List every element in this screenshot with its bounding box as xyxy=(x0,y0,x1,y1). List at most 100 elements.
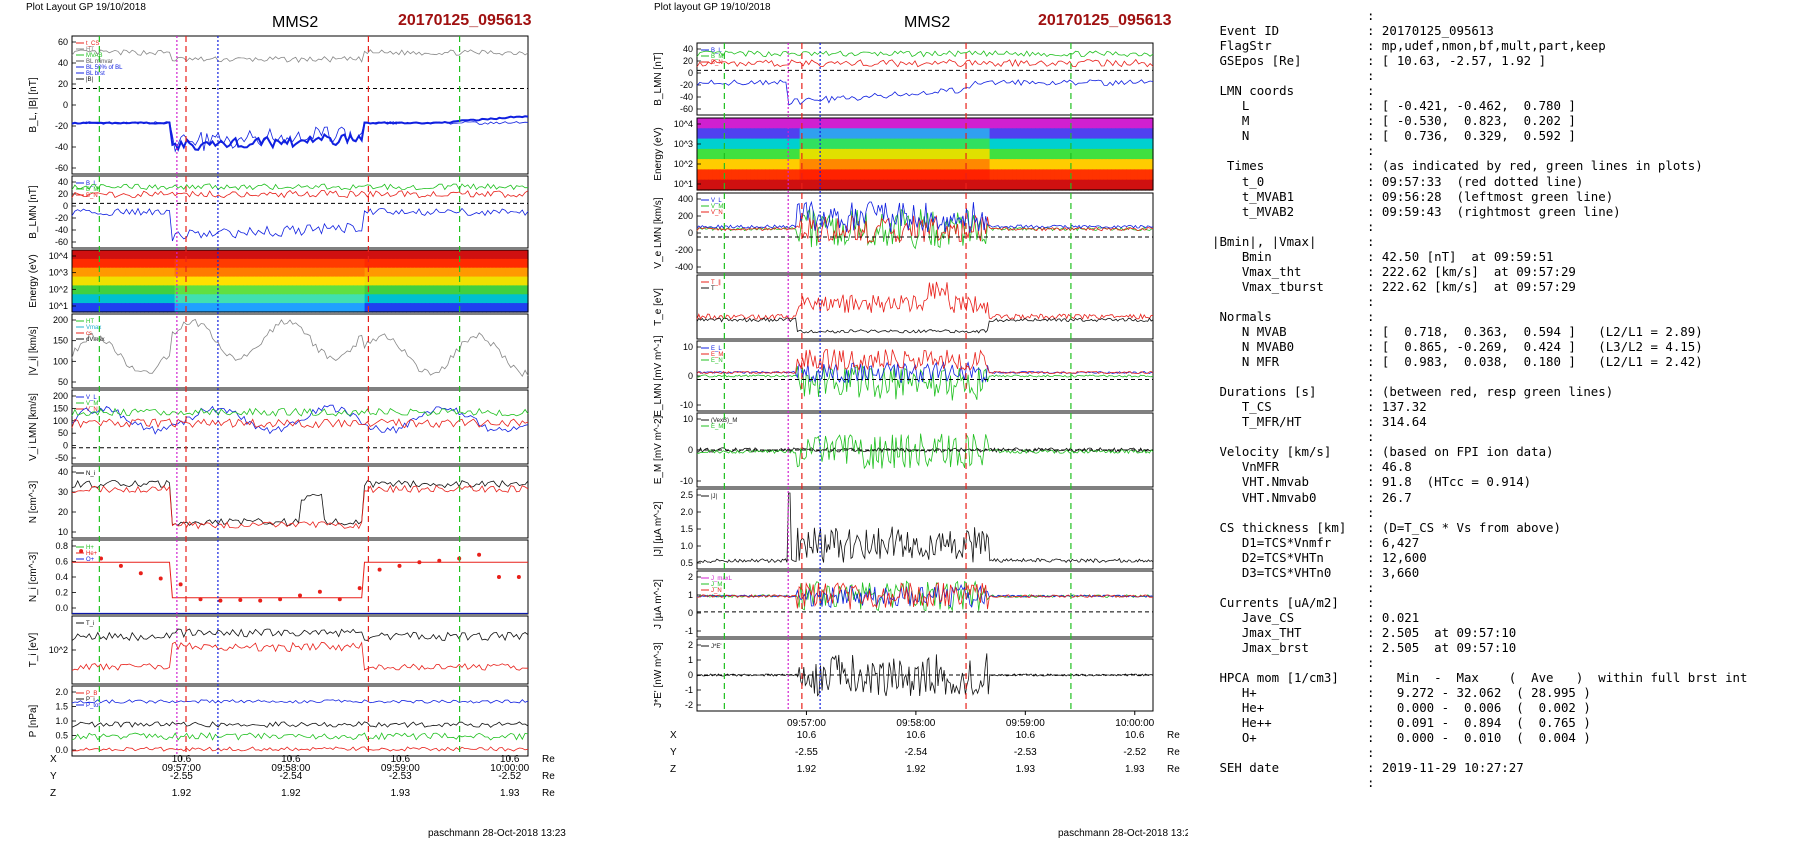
left-spectrogram-cell xyxy=(414,250,419,260)
left-spectrogram-cell xyxy=(106,258,111,269)
middle-spectrogram-cell xyxy=(719,148,725,160)
left-hpca-point xyxy=(337,597,342,602)
info-row: VHT.Nmvab: 91.8 (HTcc = 0.914) xyxy=(1212,474,1802,489)
middle-spectrogram-cell xyxy=(887,118,892,129)
info-value: : 6,427 xyxy=(1367,534,1420,550)
middle-spectrogram-cell xyxy=(997,159,1002,170)
middle-spectrogram-cell xyxy=(985,118,991,129)
left-spectrogram-cell xyxy=(490,285,495,295)
left-spectrogram-cell xyxy=(395,267,400,278)
left-spectrogram-cell xyxy=(474,294,480,304)
left-spectrogram-cell xyxy=(182,294,187,304)
middle-spectrogram-cell xyxy=(814,159,820,170)
middle-spectrogram-cell xyxy=(1115,148,1120,160)
info-value: : [ 0.736, 0.329, 0.592 ] xyxy=(1367,128,1576,144)
left-spectrogram-cell xyxy=(425,250,430,260)
middle-spectrogram-cell xyxy=(951,128,956,140)
left-spectrogram-cell xyxy=(459,250,464,260)
middle-spectrogram-cell xyxy=(913,179,918,191)
left-spectrogram-cell xyxy=(125,267,130,278)
middle-spectrogram-cell xyxy=(845,179,850,191)
middle-spectrogram-cell xyxy=(868,118,873,129)
middle-ephemeris-unit: Re xyxy=(1167,764,1180,775)
middle-spectrogram-cell xyxy=(814,128,820,140)
middle-spectrogram-cell xyxy=(936,138,941,150)
left-spectrogram-cell xyxy=(159,303,164,313)
left-panel-frame-5 xyxy=(71,465,529,539)
middle-spectrogram-cell xyxy=(871,159,877,170)
middle-spectrogram-cell xyxy=(982,128,987,140)
middle-panel-3: T_e [eV]T_∥T xyxy=(653,274,1154,340)
middle-spectrogram-cell xyxy=(1126,179,1131,191)
left-spectrogram-cell xyxy=(155,258,160,269)
left-spectrogram-cell xyxy=(102,303,107,313)
middle-ylabel: J*E' [nW m^-3] xyxy=(653,642,664,708)
middle-spectrogram-cell xyxy=(1069,138,1074,150)
middle-ephemeris-value: 10.6 xyxy=(1125,730,1145,741)
left-spectrogram-cell xyxy=(186,258,191,269)
middle-spectrogram-cell xyxy=(906,159,911,170)
info-row: Jmax_brst: 2.505 at 09:57:10 xyxy=(1212,640,1802,655)
middle-spectrogram-cell xyxy=(1141,169,1146,181)
middle-spectrogram-cell xyxy=(826,128,831,140)
middle-spectrogram-cell xyxy=(792,169,797,181)
left-ytick-label: -60 xyxy=(55,163,68,173)
middle-spectrogram-cell xyxy=(754,169,759,181)
middle-spectrogram-cell xyxy=(898,118,903,129)
middle-panel-frame-6 xyxy=(696,488,1154,570)
left-series-line xyxy=(71,318,529,377)
left-spectrogram-cell xyxy=(505,303,510,313)
left-spectrogram-cell xyxy=(440,303,445,313)
middle-spectrogram-cell xyxy=(784,118,789,129)
middle-spectrogram-cell xyxy=(985,138,991,150)
middle-spectrogram-cell xyxy=(1023,169,1029,181)
middle-ytick-label: -20 xyxy=(680,80,693,90)
middle-spectrogram-cell xyxy=(925,179,930,191)
middle-spectrogram-cell xyxy=(814,148,820,160)
info-value: : xyxy=(1367,233,1375,249)
info-value: : 91.8 (HTcc = 0.914) xyxy=(1367,474,1532,490)
left-spectrogram-cell xyxy=(110,294,115,304)
left-spectrogram-cell xyxy=(110,250,115,260)
left-spectrogram-cell xyxy=(117,294,122,304)
middle-spectrogram-cell xyxy=(868,159,873,170)
info-row: Velocity [km/s]: (based on FPI ion data) xyxy=(1212,444,1802,459)
middle-spectrogram-cell xyxy=(1107,169,1112,181)
left-spectrogram-cell xyxy=(364,294,369,304)
middle-spectrogram-cell xyxy=(719,159,725,170)
left-spectrogram-cell xyxy=(250,258,255,269)
left-spectrogram-cell xyxy=(376,294,381,304)
middle-spectrogram-cell xyxy=(909,138,915,150)
left-ytick-label: 0.2 xyxy=(55,588,68,598)
middle-spectrogram-cell xyxy=(974,128,979,140)
middle-spectrogram-cell xyxy=(989,179,994,191)
info-row: Bmin: 42.50 [nT] at 09:59:51 xyxy=(1212,249,1802,264)
middle-spectrogram-cell xyxy=(1061,179,1067,191)
left-spectrogram-cell xyxy=(364,267,369,278)
left-spectrogram-cell xyxy=(227,303,233,313)
middle-spectrogram-cell xyxy=(1058,128,1063,140)
middle-spectrogram-cell xyxy=(1126,118,1131,129)
middle-legend-label: J*E' xyxy=(711,644,721,650)
left-spectrogram-cell xyxy=(520,285,525,295)
middle-spectrogram-cell xyxy=(985,169,991,181)
left-spectrogram-cell xyxy=(303,258,309,269)
left-spectrogram-cell xyxy=(425,285,430,295)
left-spectrogram-cell xyxy=(140,285,145,295)
left-spectrogram-cell xyxy=(497,285,502,295)
left-spectrogram-cell xyxy=(364,303,369,313)
middle-spectrogram-cell xyxy=(925,148,930,160)
left-ephemeris-value: 10.6 xyxy=(391,754,411,765)
middle-spectrogram-cell xyxy=(1042,118,1048,129)
left-spectrogram-cell xyxy=(87,303,92,313)
left-ephemeris-unit: Re xyxy=(542,754,555,765)
middle-spectrogram-cell xyxy=(803,118,808,129)
middle-spectrogram-cell xyxy=(773,138,778,150)
left-spectrogram-cell xyxy=(170,285,176,295)
left-spectrogram-cell xyxy=(334,250,339,260)
left-spectrogram-cell xyxy=(436,267,442,278)
middle-spectrogram-cell xyxy=(716,138,721,150)
middle-spectrogram-cell xyxy=(1039,148,1044,160)
middle-spectrogram-cell xyxy=(735,138,740,150)
left-spectrogram-cell xyxy=(383,276,388,287)
